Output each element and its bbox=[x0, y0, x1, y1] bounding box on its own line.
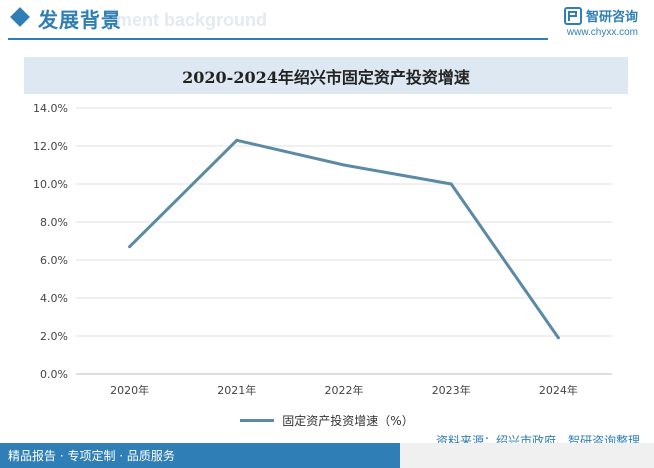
header-divider bbox=[8, 38, 548, 40]
y-axis-ticks: 0.0% 2.0% 4.0% 6.0% 8.0% 10.0% 12.0% 14.0% bbox=[33, 102, 68, 381]
legend-swatch bbox=[240, 419, 275, 422]
data-point bbox=[556, 336, 560, 340]
chart-title-bar: 2020-2024年绍兴市固定资产投资增速 bbox=[24, 57, 628, 94]
brand: 智研咨询 www.chyxx.com bbox=[563, 6, 638, 38]
x-tick-label: 2021年 bbox=[217, 383, 256, 397]
series-line bbox=[128, 138, 560, 339]
y-tick-label: 0.0% bbox=[40, 368, 68, 381]
header: 发展背景 ment background 智研咨询 www.chyxx.com bbox=[0, 0, 654, 42]
legend: 固定资产投资增速（%） bbox=[0, 412, 654, 429]
brand-logo-icon bbox=[563, 6, 582, 25]
y-tick-label: 10.0% bbox=[33, 178, 68, 191]
section-title-en: ment background bbox=[116, 10, 268, 30]
x-tick-label: 2020年 bbox=[110, 383, 149, 397]
brand-url: www.chyxx.com bbox=[566, 27, 638, 38]
grid-lines bbox=[76, 107, 612, 375]
x-tick-label: 2023年 bbox=[432, 383, 471, 397]
data-point bbox=[342, 163, 346, 167]
chart-title: 2020-2024年绍兴市固定资产投资增速 bbox=[182, 67, 470, 87]
y-tick-label: 8.0% bbox=[40, 216, 68, 229]
x-tick-label: 2022年 bbox=[325, 383, 364, 397]
footer: 精品报告 · 专项定制 · 品质服务 bbox=[0, 443, 654, 468]
y-tick-label: 2.0% bbox=[40, 330, 68, 343]
data-point bbox=[235, 138, 239, 142]
legend-label: 固定资产投资增速（%） bbox=[282, 414, 414, 428]
y-tick-label: 4.0% bbox=[40, 292, 68, 305]
x-tick-label: 2024年 bbox=[539, 383, 578, 397]
data-point bbox=[128, 245, 132, 249]
x-axis-ticks: 2020年 2021年 2022年 2023年 2024年 bbox=[110, 383, 578, 397]
y-tick-label: 12.0% bbox=[33, 140, 68, 153]
series-layer bbox=[128, 138, 560, 340]
data-point bbox=[449, 182, 453, 186]
section-title: 发展背景 bbox=[38, 8, 122, 32]
y-tick-label: 14.0% bbox=[33, 102, 68, 115]
footer-text: 精品报告 · 专项定制 · 品质服务 bbox=[8, 449, 175, 463]
footer-blank bbox=[400, 443, 654, 468]
brand-name: 智研咨询 bbox=[585, 10, 638, 25]
y-tick-label: 6.0% bbox=[40, 254, 68, 267]
